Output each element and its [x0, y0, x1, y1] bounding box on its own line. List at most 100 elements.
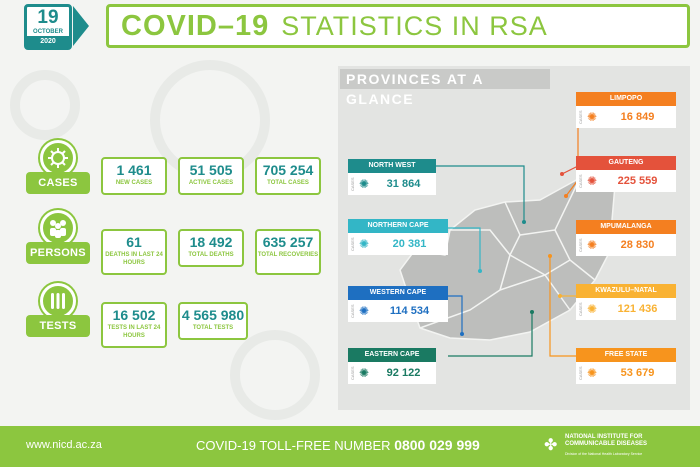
category-label-tests: TESTS	[26, 315, 90, 337]
virus-icon: ✺	[358, 304, 370, 318]
stat-label: ACTIVE CASES	[188, 180, 234, 186]
org-name: NATIONAL INSTITUTE FOR COMMUNICABLE DISE…	[565, 434, 647, 448]
province-card-northern-cape: NORTHERN CAPE CASES ✺ 20 381	[348, 219, 448, 255]
toll-free-number: 0800 029 999	[394, 437, 480, 453]
stat-deaths-24h: 61 DEATHS IN LAST 24 HOURS	[101, 229, 167, 275]
province-cases: 16 849	[620, 111, 655, 123]
date-day: 19	[37, 7, 59, 28]
virus-icon: ✺	[358, 366, 370, 380]
province-name: LIMPOPO	[576, 92, 676, 106]
stat-value: 16 502	[112, 307, 156, 323]
virus-watermark	[230, 330, 320, 420]
province-cases: 92 122	[386, 367, 421, 379]
stat-label: TOTAL DEATHS	[188, 252, 234, 258]
card-side-label: CASES	[350, 366, 355, 380]
stat-new-cases: 1 461 NEW CASES	[101, 157, 167, 195]
province-name: GAUTENG	[576, 156, 676, 170]
province-card-body: CASES ✺ 225 559	[576, 170, 676, 192]
province-card-body: CASES ✺ 31 864	[348, 173, 436, 195]
website-link[interactable]: www.nicd.ac.za	[26, 439, 102, 451]
province-cases: 31 864	[386, 178, 421, 190]
toll-free-label: COVID-19 TOLL-FREE NUMBER	[196, 438, 391, 453]
card-side-label: CASES	[578, 366, 583, 380]
card-side-label: CASES	[578, 174, 583, 188]
stat-value: 18 492	[189, 234, 233, 250]
org-subtitle: Division of the National Health Laborato…	[565, 452, 643, 456]
date-year: 2020	[27, 36, 69, 47]
chevron-right-icon	[73, 6, 89, 46]
card-side-label: CASES	[578, 110, 583, 124]
province-name: NORTH WEST	[348, 159, 436, 173]
stat-total-recoveries: 635 257 TOTAL RECOVERIES	[255, 229, 321, 275]
stat-total-cases: 705 254 TOTAL CASES	[255, 157, 321, 195]
card-side-label: CASES	[350, 304, 355, 318]
province-card-body: CASES ✺ 92 122	[348, 362, 436, 384]
province-card-mpumalanga: MPUMALANGA CASES ✺ 28 830	[576, 220, 676, 256]
virus-icon: ✺	[586, 174, 598, 188]
stat-label: DEATHS IN LAST 24 HOURS	[105, 252, 163, 266]
virus-icon: ✺	[358, 237, 370, 251]
province-cases: 121 436	[617, 303, 658, 315]
province-card-limpopo: LIMPOPO CASES ✺ 16 849	[576, 92, 676, 128]
category-label-cases: CASES	[26, 172, 90, 194]
stat-label: TOTAL TESTS	[192, 325, 234, 331]
card-side-label: CASES	[578, 302, 583, 316]
province-cases: 53 679	[620, 367, 655, 379]
virus-watermark	[10, 70, 80, 140]
stat-active-cases: 51 505 ACTIVE CASES	[178, 157, 244, 195]
virus-icon: ✺	[586, 238, 598, 252]
province-card-body: CASES ✺ 53 679	[576, 362, 676, 384]
province-name: NORTHERN CAPE	[348, 219, 448, 233]
stat-value: 61	[126, 234, 142, 250]
province-name: KWAZULU–NATAL	[576, 284, 676, 298]
people-icon	[40, 210, 76, 246]
toll-free-line: COVID-19 TOLL-FREE NUMBER 0800 029 999	[196, 437, 480, 453]
province-card-body: CASES ✺ 121 436	[576, 298, 676, 320]
stat-label: NEW CASES	[115, 180, 153, 186]
title-rest: STATISTICS IN RSA	[281, 10, 548, 41]
province-name: FREE STATE	[576, 348, 676, 362]
province-name: MPUMALANGA	[576, 220, 676, 234]
province-card-north-west: NORTH WEST CASES ✺ 31 864	[348, 159, 436, 195]
province-card-body: CASES ✺ 28 830	[576, 234, 676, 256]
stat-value: 51 505	[189, 162, 233, 178]
province-card-body: CASES ✺ 114 534	[348, 300, 448, 322]
province-cases: 114 534	[389, 305, 430, 317]
province-cases: 225 559	[617, 175, 658, 187]
date-month: OCTOBER	[33, 29, 63, 35]
test-tubes-icon	[40, 283, 76, 319]
province-card-western-cape: WESTERN CAPE CASES ✺ 114 534	[348, 286, 448, 322]
province-name: EASTERN CAPE	[348, 348, 436, 362]
card-side-label: CASES	[350, 237, 355, 251]
nicd-logo-icon: ✤	[544, 437, 558, 454]
province-card-body: CASES ✺ 20 381	[348, 233, 448, 255]
provinces-title: PROVINCES AT A GLANCE	[340, 69, 550, 107]
stat-value: 4 565 980	[181, 307, 245, 323]
province-card-body: CASES ✺ 16 849	[576, 106, 676, 128]
card-side-label: CASES	[350, 177, 355, 191]
date-badge: 19 OCTOBER 2020	[24, 4, 72, 50]
stat-total-tests: 4 565 980 TOTAL TESTS	[178, 302, 248, 340]
card-side-label: CASES	[578, 238, 583, 252]
province-card-eastern-cape: EASTERN CAPE CASES ✺ 92 122	[348, 348, 436, 384]
category-label-persons: PERSONS	[26, 242, 90, 264]
page-title: COVID–19 STATISTICS IN RSA	[106, 4, 690, 48]
province-card-free-state: FREE STATE CASES ✺ 53 679	[576, 348, 676, 384]
province-card-gauteng: GAUTENG CASES ✺ 225 559	[576, 156, 676, 192]
org-name-line-2: COMMUNICABLE DISEASES	[565, 441, 648, 447]
stat-value: 705 254	[262, 162, 314, 178]
org-name-line-1: NATIONAL INSTITUTE FOR	[565, 434, 643, 440]
stat-value: 635 257	[262, 234, 314, 250]
virus-icon: ✺	[586, 366, 598, 380]
province-cases: 28 830	[620, 239, 655, 251]
virus-icon	[40, 140, 76, 176]
stat-label: TOTAL CASES	[267, 180, 309, 186]
stat-total-deaths: 18 492 TOTAL DEATHS	[178, 229, 244, 267]
footer-bar: www.nicd.ac.za COVID-19 TOLL-FREE NUMBER…	[0, 426, 700, 467]
province-name: WESTERN CAPE	[348, 286, 448, 300]
title-strong: COVID–19	[121, 9, 270, 42]
stat-value: 1 461	[116, 162, 152, 178]
province-cases: 20 381	[392, 238, 427, 250]
stat-label: TOTAL RECOVERIES	[257, 252, 319, 258]
province-card-kwazulu-natal: KWAZULU–NATAL CASES ✺ 121 436	[576, 284, 676, 320]
